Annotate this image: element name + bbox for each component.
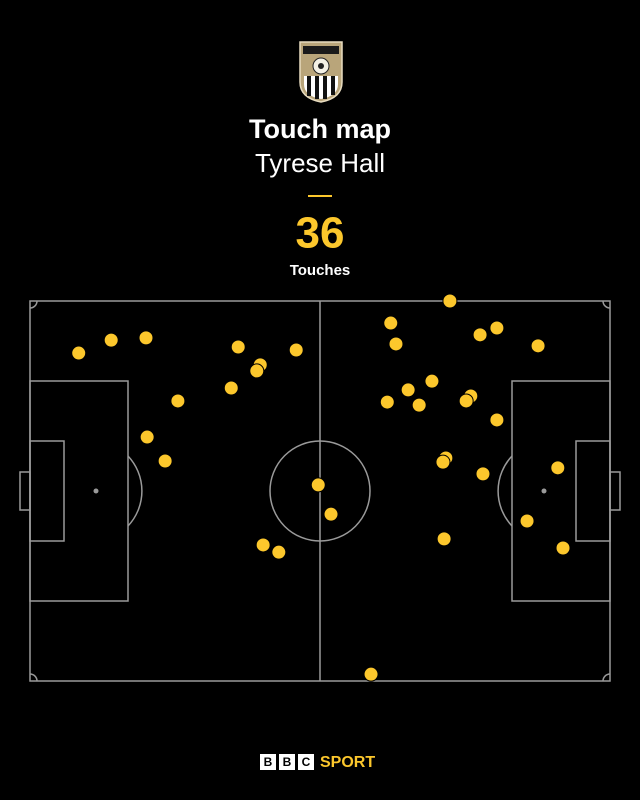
club-badge — [299, 41, 343, 103]
touch-point — [103, 332, 119, 348]
brand-text: SPORT — [320, 754, 375, 771]
touch-point — [475, 466, 491, 482]
pitch — [19, 300, 621, 682]
touch-point — [435, 454, 451, 470]
brand-letter: C — [302, 755, 311, 769]
touch-point — [383, 315, 399, 331]
touch-point — [489, 412, 505, 428]
touch-point — [555, 540, 571, 556]
touch-point — [489, 320, 505, 336]
touch-point — [249, 363, 265, 379]
touch-point — [323, 506, 339, 522]
title: Touch map — [249, 114, 391, 144]
touch-point — [400, 382, 416, 398]
touch-point — [223, 380, 239, 396]
touch-point — [411, 397, 427, 413]
penalty-spot — [541, 488, 547, 494]
touch-point — [388, 336, 404, 352]
touch-point — [71, 345, 87, 361]
touch-point — [139, 429, 155, 445]
brand-letter: B — [264, 755, 273, 769]
touch-point — [288, 342, 304, 358]
total-label: Touches — [290, 262, 351, 279]
touch-point — [424, 373, 440, 389]
touch-point — [379, 394, 395, 410]
touch-point — [530, 338, 546, 354]
subtitle: Tyrese Hall — [255, 148, 385, 178]
touch-point — [363, 666, 379, 682]
touch-point — [310, 477, 326, 493]
penalty-spot — [93, 488, 99, 494]
touch-point — [138, 330, 154, 346]
touch-point — [255, 537, 271, 553]
touch-point — [519, 513, 535, 529]
total-touches: 36 — [296, 209, 345, 258]
touch-points — [71, 293, 571, 682]
touch-point — [230, 339, 246, 355]
brand-letter: B — [283, 755, 292, 769]
touch-point — [550, 460, 566, 476]
touch-point — [271, 544, 287, 560]
bbc-sport-logo: B B C SPORT — [260, 754, 375, 771]
touch-point — [157, 453, 173, 469]
touch-point — [442, 293, 458, 309]
touch-point — [458, 393, 474, 409]
touch-point — [170, 393, 186, 409]
touch-point — [472, 327, 488, 343]
touch-point — [436, 531, 452, 547]
